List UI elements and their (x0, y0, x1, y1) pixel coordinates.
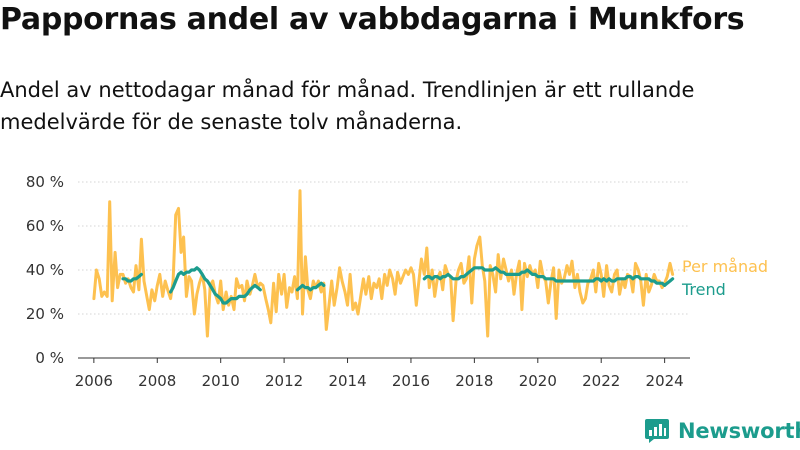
x-tick-label: 2018 (455, 372, 493, 390)
y-tick-label: 40 % (26, 261, 64, 279)
legend-label-monthly: Per månad (682, 257, 768, 276)
newsworthy-logo-icon (645, 419, 669, 443)
x-tick-label: 2024 (646, 372, 684, 390)
y-tick-label: 80 % (26, 173, 64, 191)
chart-subtitle: Andel av nettodagar månad för månad. Tre… (0, 78, 695, 134)
series-line-monthly (92, 189, 675, 338)
x-tick-label: 2020 (519, 372, 557, 390)
x-tick-label: 2008 (138, 372, 176, 390)
x-tick-label: 2022 (582, 372, 620, 390)
y-tick-label: 0 % (35, 349, 64, 367)
x-tick-label: 2006 (75, 372, 113, 390)
chart-title: Pappornas andel av vabbdagarna i Munkfor… (0, 2, 745, 37)
brand-name: Newsworthy (678, 419, 800, 443)
legend-label-trend: Trend (681, 280, 726, 299)
x-tick-label: 2014 (328, 372, 366, 390)
brand: Newsworthy (644, 418, 800, 444)
y-tick-label: 20 % (26, 305, 64, 323)
series-line-trend (121, 266, 675, 305)
x-tick-label: 2012 (265, 372, 303, 390)
x-tick-label: 2010 (202, 372, 240, 390)
y-tick-label: 60 % (26, 217, 64, 235)
x-tick-label: 2016 (392, 372, 430, 390)
